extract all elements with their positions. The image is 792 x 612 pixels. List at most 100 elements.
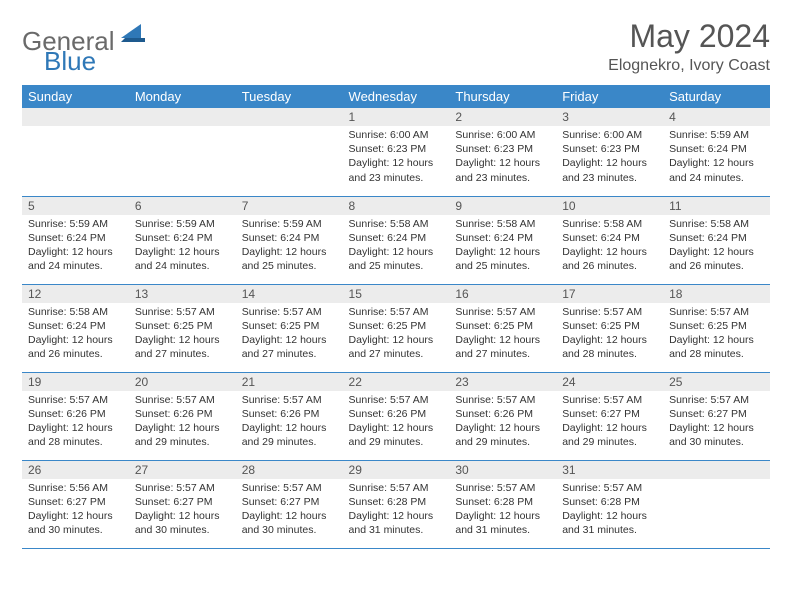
day-header: Saturday	[663, 85, 770, 108]
daylight-label: Daylight:	[562, 157, 606, 169]
sunrise-value: 5:57 AM	[604, 306, 643, 318]
daylight-label: Daylight:	[242, 334, 286, 346]
day-details: Sunrise: 5:57 AMSunset: 6:28 PMDaylight:…	[556, 479, 663, 542]
sunrise-label: Sunrise:	[455, 482, 496, 494]
daylight-label: Daylight:	[349, 246, 393, 258]
day-header: Monday	[129, 85, 236, 108]
day-header: Friday	[556, 85, 663, 108]
day-number: 17	[556, 285, 663, 303]
sunset-label: Sunset:	[562, 320, 601, 332]
day-number-empty	[236, 108, 343, 126]
sunrise-value: 6:00 AM	[497, 129, 536, 141]
day-details: Sunrise: 5:58 AMSunset: 6:24 PMDaylight:…	[343, 215, 450, 278]
day-details: Sunrise: 5:57 AMSunset: 6:26 PMDaylight:…	[449, 391, 556, 454]
sunrise-value: 5:58 AM	[711, 218, 750, 230]
sunset-value: 6:26 PM	[494, 408, 533, 420]
calendar-cell	[129, 108, 236, 196]
brand-triangle-icon	[121, 24, 147, 47]
day-details: Sunrise: 5:57 AMSunset: 6:28 PMDaylight:…	[449, 479, 556, 542]
sunrise-label: Sunrise:	[349, 482, 390, 494]
day-number: 13	[129, 285, 236, 303]
daylight-label: Daylight:	[28, 334, 72, 346]
day-number: 21	[236, 373, 343, 391]
day-details: Sunrise: 5:57 AMSunset: 6:25 PMDaylight:…	[449, 303, 556, 366]
day-number: 3	[556, 108, 663, 126]
sunrise-value: 5:58 AM	[69, 306, 108, 318]
sunset-label: Sunset:	[349, 408, 388, 420]
day-details: Sunrise: 5:57 AMSunset: 6:25 PMDaylight:…	[236, 303, 343, 366]
sunrise-label: Sunrise:	[349, 218, 390, 230]
day-details: Sunrise: 5:58 AMSunset: 6:24 PMDaylight:…	[663, 215, 770, 278]
calendar-cell: 19Sunrise: 5:57 AMSunset: 6:26 PMDayligh…	[22, 372, 129, 460]
sunrise-value: 5:56 AM	[69, 482, 108, 494]
daylight-label: Daylight:	[562, 246, 606, 258]
calendar-cell: 16Sunrise: 5:57 AMSunset: 6:25 PMDayligh…	[449, 284, 556, 372]
calendar-cell: 6Sunrise: 5:59 AMSunset: 6:24 PMDaylight…	[129, 196, 236, 284]
daylight-label: Daylight:	[562, 334, 606, 346]
calendar-cell: 13Sunrise: 5:57 AMSunset: 6:25 PMDayligh…	[129, 284, 236, 372]
daylight-label: Daylight:	[135, 422, 179, 434]
day-details: Sunrise: 5:57 AMSunset: 6:27 PMDaylight:…	[236, 479, 343, 542]
day-number: 7	[236, 197, 343, 215]
calendar-cell: 21Sunrise: 5:57 AMSunset: 6:26 PMDayligh…	[236, 372, 343, 460]
day-number: 11	[663, 197, 770, 215]
day-number: 26	[22, 461, 129, 479]
sunset-label: Sunset:	[455, 496, 494, 508]
day-number: 10	[556, 197, 663, 215]
brand-word-2: Blue	[44, 46, 96, 76]
daylight-label: Daylight:	[349, 422, 393, 434]
sunset-label: Sunset:	[562, 496, 601, 508]
sunrise-label: Sunrise:	[562, 218, 603, 230]
calendar-cell	[22, 108, 129, 196]
sunrise-value: 5:59 AM	[69, 218, 108, 230]
day-details: Sunrise: 5:57 AMSunset: 6:25 PMDaylight:…	[343, 303, 450, 366]
sunrise-value: 5:57 AM	[390, 306, 429, 318]
sunset-label: Sunset:	[349, 232, 388, 244]
calendar-cell: 29Sunrise: 5:57 AMSunset: 6:28 PMDayligh…	[343, 460, 450, 548]
calendar-cell: 31Sunrise: 5:57 AMSunset: 6:28 PMDayligh…	[556, 460, 663, 548]
sunrise-label: Sunrise:	[242, 306, 283, 318]
daylight-label: Daylight:	[28, 422, 72, 434]
month-title: May 2024	[608, 18, 770, 55]
sunrise-label: Sunrise:	[28, 306, 69, 318]
sunrise-label: Sunrise:	[242, 482, 283, 494]
sunrise-label: Sunrise:	[455, 306, 496, 318]
day-details: Sunrise: 5:57 AMSunset: 6:28 PMDaylight:…	[343, 479, 450, 542]
calendar-cell: 27Sunrise: 5:57 AMSunset: 6:27 PMDayligh…	[129, 460, 236, 548]
sunset-value: 6:24 PM	[708, 232, 747, 244]
sunrise-value: 5:58 AM	[604, 218, 643, 230]
sunset-label: Sunset:	[28, 232, 67, 244]
calendar-cell: 22Sunrise: 5:57 AMSunset: 6:26 PMDayligh…	[343, 372, 450, 460]
day-details: Sunrise: 5:57 AMSunset: 6:25 PMDaylight:…	[663, 303, 770, 366]
day-header: Thursday	[449, 85, 556, 108]
sunset-value: 6:24 PM	[494, 232, 533, 244]
day-number: 22	[343, 373, 450, 391]
day-number-empty	[22, 108, 129, 126]
sunset-label: Sunset:	[669, 143, 708, 155]
sunset-value: 6:24 PM	[708, 143, 747, 155]
sunrise-label: Sunrise:	[562, 306, 603, 318]
sunrise-value: 5:59 AM	[711, 129, 750, 141]
day-details: Sunrise: 6:00 AMSunset: 6:23 PMDaylight:…	[449, 126, 556, 189]
sunset-value: 6:26 PM	[173, 408, 212, 420]
sunset-value: 6:24 PM	[387, 232, 426, 244]
day-details: Sunrise: 5:57 AMSunset: 6:27 PMDaylight:…	[663, 391, 770, 454]
sunset-value: 6:27 PM	[173, 496, 212, 508]
calendar-cell: 28Sunrise: 5:57 AMSunset: 6:27 PMDayligh…	[236, 460, 343, 548]
calendar-cell: 1Sunrise: 6:00 AMSunset: 6:23 PMDaylight…	[343, 108, 450, 196]
sunrise-label: Sunrise:	[669, 394, 710, 406]
calendar-week-row: 26Sunrise: 5:56 AMSunset: 6:27 PMDayligh…	[22, 460, 770, 548]
day-number: 29	[343, 461, 450, 479]
day-details: Sunrise: 5:57 AMSunset: 6:25 PMDaylight:…	[129, 303, 236, 366]
brand-word-2-wrap: Blue	[42, 48, 96, 75]
calendar-cell: 7Sunrise: 5:59 AMSunset: 6:24 PMDaylight…	[236, 196, 343, 284]
sunrise-value: 5:57 AM	[497, 482, 536, 494]
day-number: 12	[22, 285, 129, 303]
sunset-label: Sunset:	[349, 143, 388, 155]
sunset-label: Sunset:	[455, 408, 494, 420]
sunset-value: 6:25 PM	[173, 320, 212, 332]
calendar-cell: 14Sunrise: 5:57 AMSunset: 6:25 PMDayligh…	[236, 284, 343, 372]
day-number: 14	[236, 285, 343, 303]
daylight-label: Daylight:	[562, 422, 606, 434]
day-header: Tuesday	[236, 85, 343, 108]
